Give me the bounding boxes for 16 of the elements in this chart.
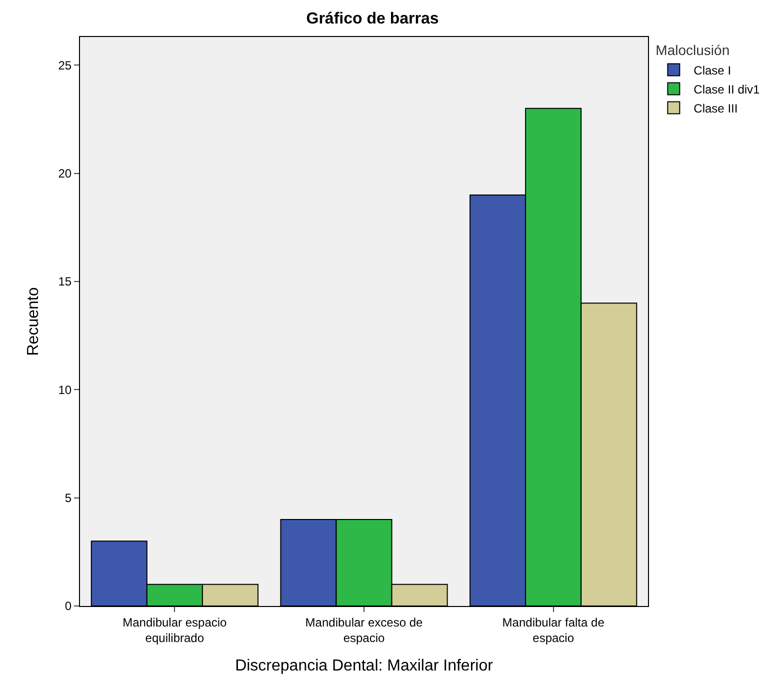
x-tick-label: Mandibular exceso de espacio — [305, 615, 424, 645]
y-tick-label: 0 — [64, 599, 72, 614]
y-tick-label: 5 — [64, 491, 72, 506]
legend-label: Clase I — [694, 63, 732, 78]
legend-label: Clase II div1 — [694, 82, 760, 96]
x-tick-label: Mandibular falta de espacio — [502, 615, 605, 645]
x-axis-title: Discrepancia Dental: Maxilar Inferior — [235, 658, 494, 675]
y-axis-title: Recuento — [25, 287, 42, 356]
y-tick-label: 10 — [58, 382, 72, 397]
y-tick-label: 15 — [58, 274, 72, 289]
y-tick-label: 25 — [58, 58, 72, 72]
y-tick-label: 20 — [58, 166, 72, 180]
chart-title: Gráfico de barras — [306, 10, 439, 28]
legend-label: Clase III — [694, 101, 738, 116]
legend-title: Maloclusión — [656, 42, 730, 58]
x-tick-label: Mandibular espacio equilibrado — [122, 615, 228, 645]
